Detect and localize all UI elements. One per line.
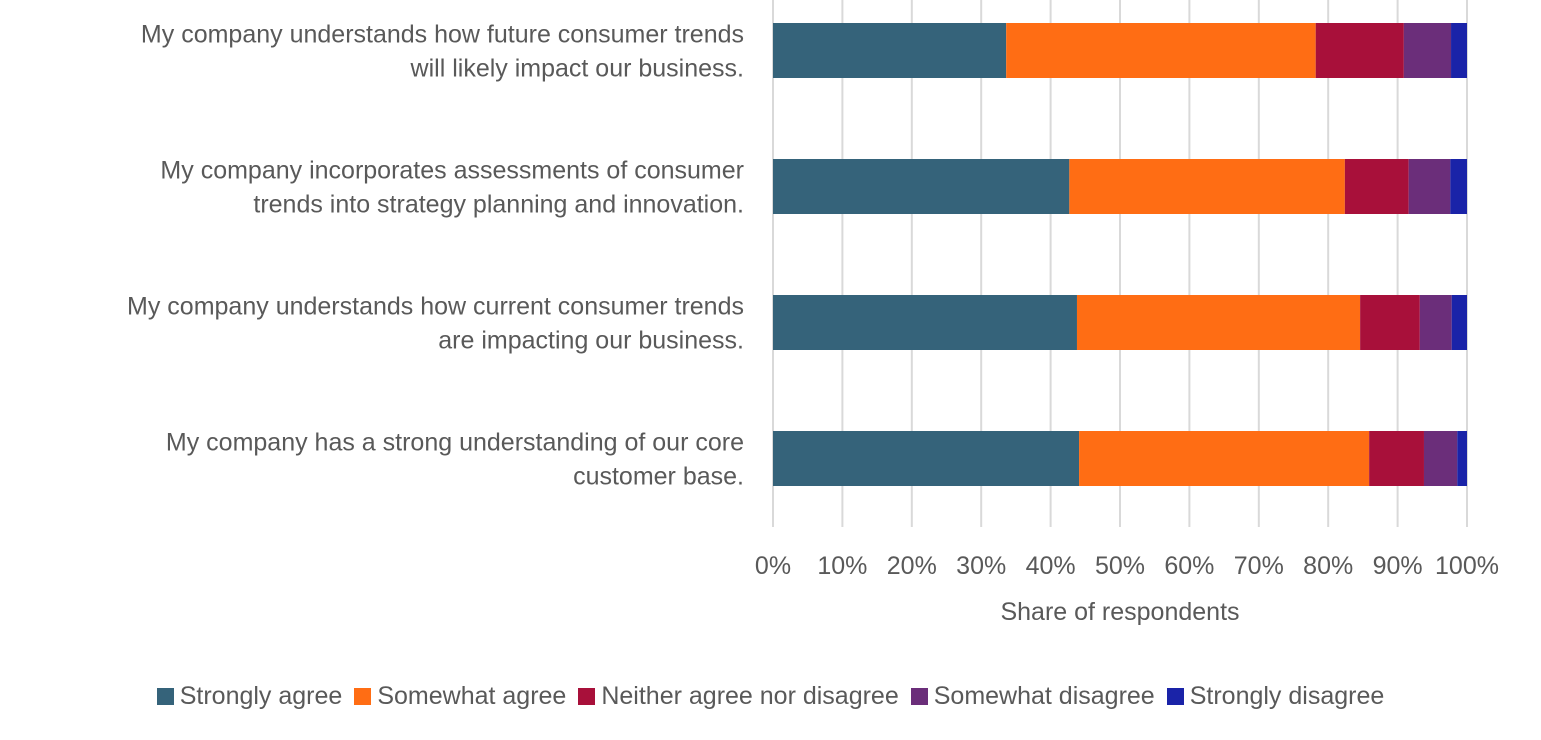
x-tick-label: 70%	[1234, 552, 1284, 580]
legend-swatch	[578, 688, 596, 705]
legend-item: Strongly agree	[156, 682, 343, 711]
bar-segment-neither-agree-nor-disagree	[1369, 431, 1424, 486]
bar-segment-somewhat-agree	[1069, 159, 1345, 214]
bar-segment-strongly-disagree	[1457, 431, 1467, 486]
legend-label: Somewhat disagree	[933, 682, 1155, 710]
stacked-bar-chart: My company understands how future consum…	[127, 0, 1499, 626]
x-tick-label: 90%	[1373, 552, 1423, 580]
x-tick-labels: 0% 10% 20% 30% 40% 50% 60% 70% 80% 90% 100%	[755, 552, 1499, 580]
legend-item: Somewhat disagree	[910, 682, 1155, 711]
category-label: are impacting our business.	[438, 327, 744, 355]
bar-segment-neither-agree-nor-disagree	[1315, 23, 1404, 78]
legend-label: Strongly agree	[179, 682, 343, 710]
bar-segment-somewhat-agree	[1079, 431, 1370, 486]
bar-segment-somewhat-disagree	[1408, 159, 1451, 214]
bar-segment-neither-agree-nor-disagree	[1360, 295, 1420, 350]
bar-segment-somewhat-disagree	[1403, 23, 1452, 78]
bar-segment-somewhat-disagree	[1419, 295, 1452, 350]
category-label: My company has a strong understanding of…	[166, 429, 744, 457]
x-tick-label: 50%	[1095, 552, 1145, 580]
x-tick-label: 30%	[956, 552, 1006, 580]
category-label: My company incorporates assessments of c…	[160, 157, 744, 185]
bar-segment-strongly-agree	[773, 159, 1070, 214]
x-tick-label: 20%	[887, 552, 937, 580]
bar-segment-strongly-agree	[773, 23, 1007, 78]
bar-segment-somewhat-agree	[1076, 295, 1361, 350]
legend-item: Somewhat agree	[354, 682, 566, 711]
category-label: My company understands how current consu…	[127, 293, 744, 321]
legend-label: Neither agree nor disagree	[601, 682, 899, 710]
category-label: customer base.	[573, 463, 744, 491]
legend-swatch	[910, 688, 928, 705]
x-tick-label: 80%	[1303, 552, 1353, 580]
bar-segment-neither-agree-nor-disagree	[1344, 159, 1409, 214]
x-tick-label: 60%	[1164, 552, 1214, 580]
category-labels: My company understands how future consum…	[127, 21, 744, 491]
category-label: will likely impact our business.	[410, 55, 744, 83]
legend-swatch	[354, 688, 372, 705]
x-tick-label: 40%	[1026, 552, 1076, 580]
x-tick-label: 100%	[1435, 552, 1499, 580]
bar-segment-strongly-disagree	[1450, 159, 1467, 214]
legend-swatch	[156, 688, 174, 705]
bar-segment-strongly-agree	[773, 431, 1080, 486]
x-tick-label: 10%	[817, 552, 867, 580]
legend-item: Neither agree nor disagree	[578, 682, 899, 711]
bar-segment-strongly-agree	[773, 295, 1077, 350]
legend-item: Strongly disagree	[1166, 682, 1385, 711]
category-label: My company understands how future consum…	[141, 21, 744, 49]
legend-swatch	[1166, 688, 1184, 705]
bar-segment-somewhat-agree	[1006, 23, 1316, 78]
bar-segment-strongly-disagree	[1451, 23, 1467, 78]
bar-segment-somewhat-disagree	[1423, 431, 1458, 486]
legend: Strongly agree Somewhat agree Neither agre…	[0, 682, 1541, 711]
bars	[773, 23, 1467, 486]
legend-label: Somewhat agree	[377, 682, 567, 710]
x-axis-title: Share of respondents	[1000, 598, 1239, 626]
legend-label: Strongly disagree	[1189, 682, 1385, 710]
category-label: trends into strategy planning and innova…	[253, 191, 744, 219]
x-tick-label: 0%	[755, 552, 791, 580]
bar-segment-strongly-disagree	[1451, 295, 1467, 350]
